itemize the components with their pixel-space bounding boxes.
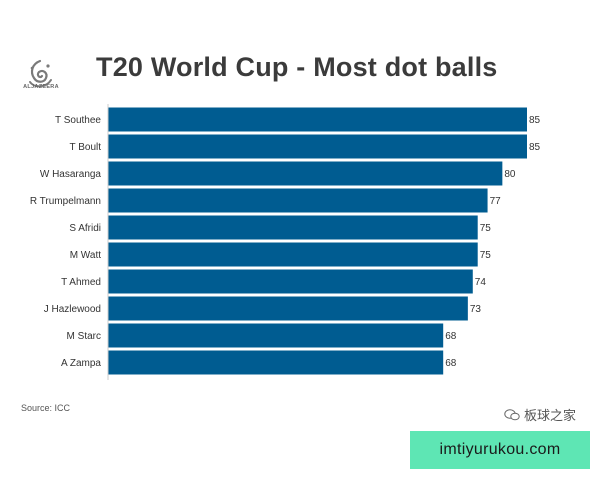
value-label: 75 bbox=[480, 250, 492, 261]
value-label: 75 bbox=[480, 223, 492, 234]
aljazeera-logo-icon bbox=[29, 59, 52, 88]
bar-t-ahmed bbox=[108, 269, 473, 294]
watermark: 板球之家 bbox=[504, 405, 576, 424]
bar-w-hasaranga bbox=[108, 161, 503, 186]
value-label: 85 bbox=[529, 115, 541, 126]
category-label: W Hasaranga bbox=[40, 169, 102, 180]
bar-m-starc bbox=[108, 323, 444, 348]
logo-wordmark: ALJAZEERA bbox=[23, 84, 59, 90]
bar-j-hazlewood bbox=[108, 296, 468, 321]
value-label: 74 bbox=[475, 277, 487, 288]
category-label: T Ahmed bbox=[61, 277, 101, 288]
category-label: R Trumpelmann bbox=[30, 196, 101, 207]
value-label: 80 bbox=[504, 169, 516, 180]
value-label: 73 bbox=[470, 304, 482, 315]
value-label: 85 bbox=[529, 142, 541, 153]
category-label: T Southee bbox=[55, 115, 101, 126]
wechat-icon bbox=[504, 408, 520, 420]
value-label: 77 bbox=[490, 196, 502, 207]
bar-m-watt bbox=[108, 242, 478, 267]
category-label: T Boult bbox=[70, 142, 102, 153]
value-label: 68 bbox=[445, 358, 457, 369]
category-label: M Watt bbox=[70, 250, 102, 261]
bar-t-boult bbox=[108, 134, 527, 159]
bar-a-zampa bbox=[108, 350, 444, 375]
watermark-text: 板球之家 bbox=[524, 408, 577, 423]
category-label: A Zampa bbox=[61, 358, 101, 369]
bar-t-southee bbox=[108, 107, 527, 132]
value-label: 68 bbox=[445, 331, 457, 342]
source-note: Source: ICC bbox=[21, 403, 71, 413]
bar-r-trumpelmann bbox=[108, 188, 488, 213]
category-label: J Hazlewood bbox=[44, 304, 101, 315]
category-label: S Afridi bbox=[69, 223, 101, 234]
chart-title: T20 World Cup - Most dot balls bbox=[96, 52, 498, 82]
bar-s-afridi bbox=[108, 215, 478, 240]
category-label: M Starc bbox=[67, 331, 101, 342]
site-badge[interactable]: imtiyurukou.com bbox=[410, 431, 590, 469]
